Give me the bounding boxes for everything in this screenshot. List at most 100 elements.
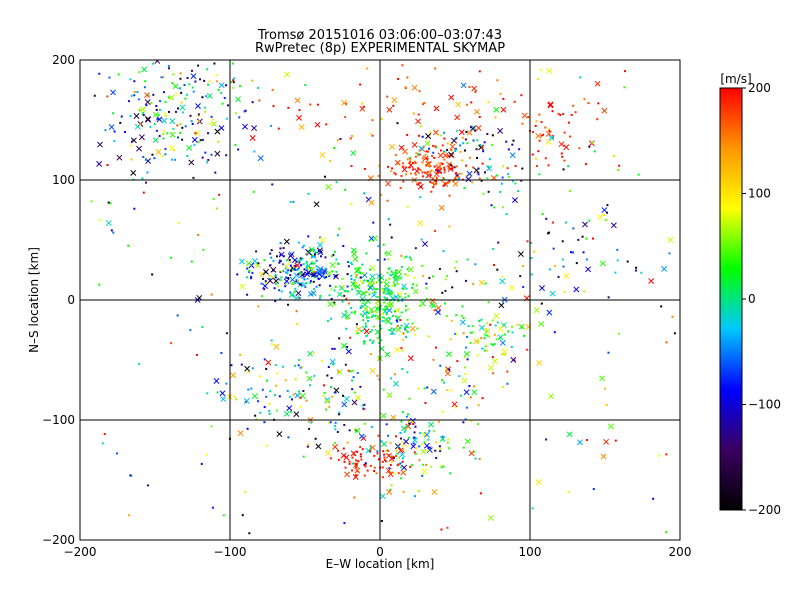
data-point-dot — [472, 450, 475, 453]
data-point-dot — [214, 171, 217, 174]
data-point-dot — [418, 304, 421, 307]
data-point-dot — [394, 154, 397, 157]
data-point-dot — [417, 490, 420, 493]
data-point-cross — [473, 338, 480, 345]
data-point-cross — [194, 103, 201, 109]
data-point-dot — [510, 345, 513, 348]
data-point-dot — [344, 466, 347, 469]
data-point-dot — [506, 167, 509, 170]
data-point-dot — [199, 139, 202, 142]
data-point-dot — [292, 268, 295, 271]
data-point-dot — [331, 347, 334, 350]
data-point-dot — [390, 270, 393, 273]
data-point-dot — [268, 409, 271, 412]
data-point-dot — [521, 122, 524, 125]
data-point-dot — [501, 385, 504, 388]
data-point-dot — [257, 262, 260, 265]
data-point-dot — [386, 95, 389, 98]
data-point-dot — [289, 274, 292, 277]
data-point-dot — [250, 275, 253, 278]
data-point-dot — [360, 304, 363, 307]
data-point-dot — [381, 460, 384, 463]
data-point-dot — [383, 296, 386, 299]
data-point-dot — [304, 83, 307, 86]
data-point-dot — [268, 402, 271, 405]
data-point-dot — [289, 260, 292, 263]
data-point-dot — [260, 282, 263, 285]
data-point-dot — [347, 302, 350, 305]
data-point-cross — [319, 237, 326, 244]
data-point-dot — [457, 178, 460, 181]
data-point-cross — [521, 112, 528, 119]
data-point-dot — [404, 326, 407, 329]
data-point-dot — [561, 240, 564, 243]
data-point-dot — [444, 278, 447, 281]
data-point-dot — [263, 358, 266, 361]
data-point-dot — [466, 142, 469, 145]
data-point-dot — [532, 131, 535, 134]
data-point-dot — [212, 118, 215, 121]
data-point-cross — [533, 307, 540, 314]
data-point-cross — [599, 375, 606, 382]
data-point-dot — [417, 387, 420, 390]
data-point-dot — [442, 150, 445, 153]
data-point-cross — [294, 392, 301, 399]
data-point-cross — [376, 273, 383, 280]
data-point-dot — [383, 453, 386, 456]
data-point-dot — [289, 410, 292, 413]
data-point-dot — [438, 445, 441, 448]
data-point-dot — [438, 310, 441, 313]
data-point-dot — [353, 310, 356, 313]
data-point-cross — [431, 178, 438, 184]
data-point-dot — [485, 330, 488, 333]
data-point-cross — [210, 120, 217, 127]
data-point-dot — [350, 202, 353, 205]
data-point-dot — [318, 284, 321, 287]
data-point-dot — [535, 120, 538, 123]
data-point-dot — [585, 258, 588, 261]
data-point-cross — [447, 165, 454, 172]
data-point-dot — [432, 144, 435, 147]
data-point-dot — [363, 192, 366, 195]
data-point-dot — [155, 105, 158, 108]
data-point-dot — [351, 469, 354, 472]
data-point-dot — [350, 278, 353, 281]
data-point-dot — [531, 153, 534, 156]
data-point-dot — [360, 279, 363, 282]
data-point-dot — [398, 457, 401, 460]
data-point-dot — [276, 372, 279, 375]
data-point-dot — [381, 308, 384, 311]
data-point-dot — [380, 117, 383, 120]
data-point-dot — [380, 440, 383, 443]
data-point-dot — [299, 396, 302, 399]
data-point-cross — [500, 322, 507, 329]
data-point-cross — [563, 144, 570, 151]
data-point-dot — [368, 268, 371, 271]
data-point-cross — [493, 106, 500, 113]
data-point-dot — [342, 447, 345, 450]
data-point-cross — [371, 235, 378, 242]
data-point-dot — [151, 153, 154, 156]
data-point-dot — [399, 319, 402, 322]
data-point-dot — [388, 277, 391, 280]
data-point-cross — [352, 256, 359, 263]
data-point-dot — [358, 266, 361, 269]
data-point-dot — [378, 279, 381, 282]
data-point-dot — [343, 460, 346, 463]
data-point-dot — [384, 252, 387, 255]
data-point-dot — [517, 190, 520, 193]
data-point-dot — [330, 317, 333, 320]
data-point-dot — [158, 109, 161, 112]
data-point-cross — [307, 290, 314, 297]
data-point-dot — [456, 174, 459, 177]
data-point-dot — [393, 282, 396, 285]
data-point-cross — [154, 60, 161, 64]
data-point-dot — [548, 268, 551, 271]
data-point-dot — [371, 314, 374, 317]
data-point-dot — [480, 179, 483, 182]
data-point-dot — [361, 302, 364, 305]
data-point-dot — [307, 235, 310, 238]
data-point-dot — [164, 100, 167, 103]
data-point-dot — [255, 250, 258, 253]
data-point-dot — [419, 169, 422, 172]
